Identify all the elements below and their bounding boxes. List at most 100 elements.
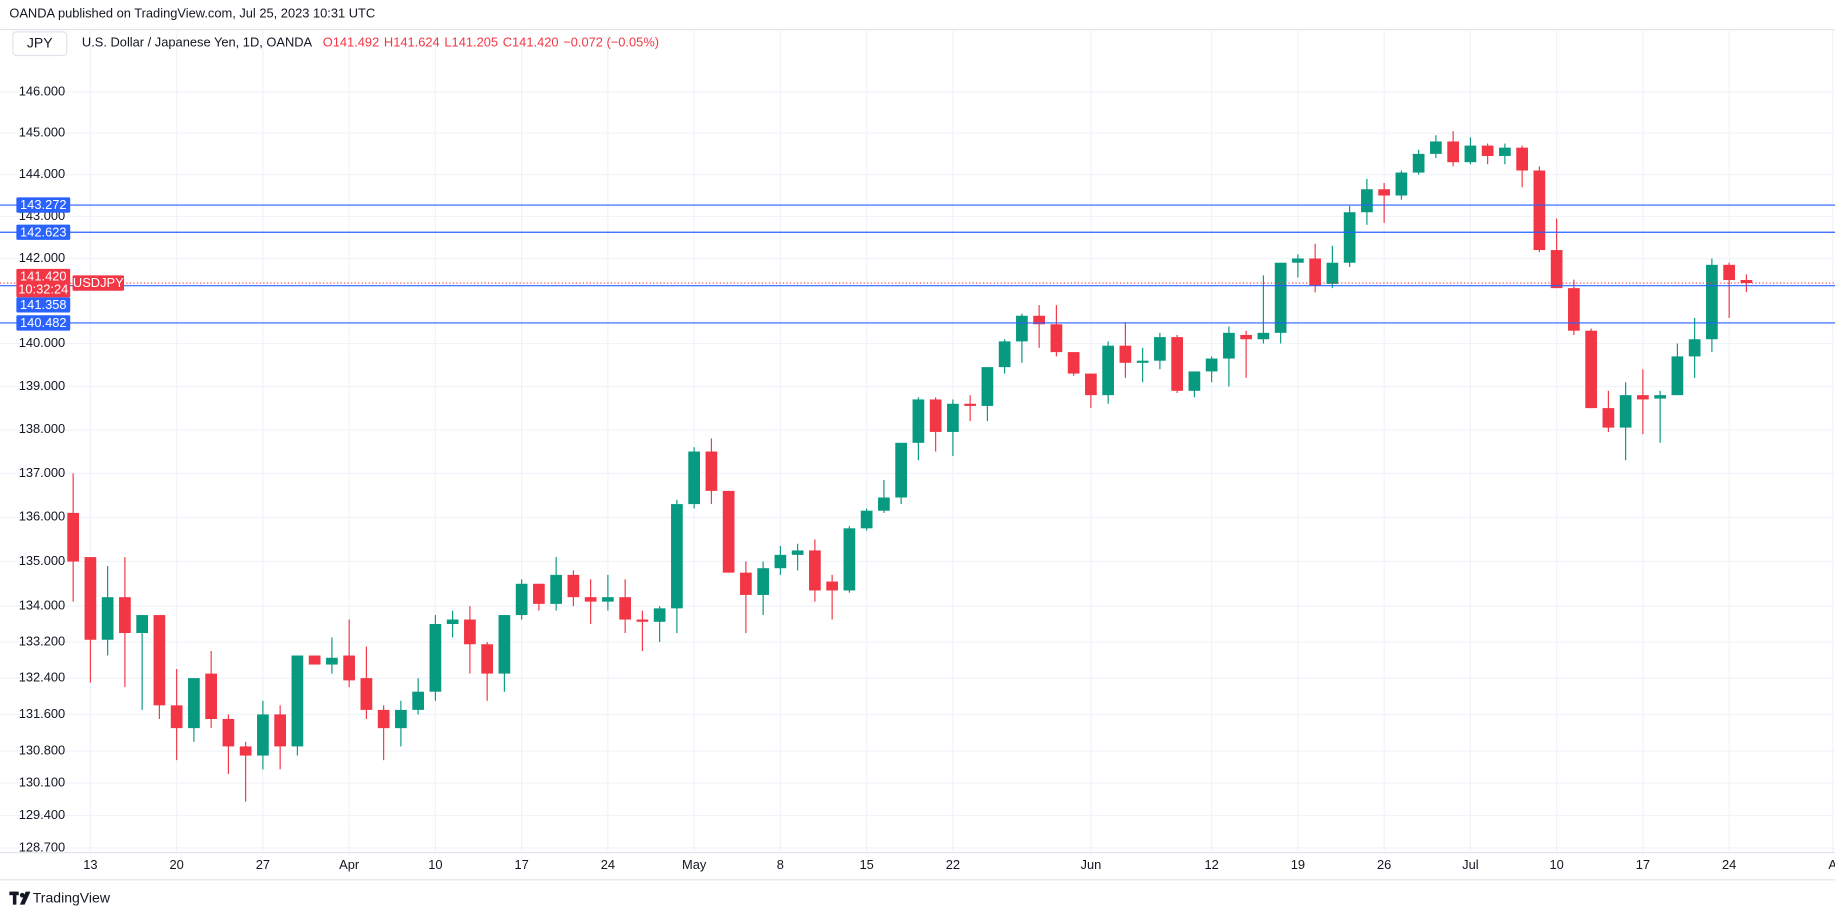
candle-body xyxy=(1637,395,1649,400)
candles xyxy=(67,131,1753,802)
candle-body xyxy=(188,678,200,729)
candle-body xyxy=(1619,395,1632,428)
candle-body xyxy=(1654,395,1666,399)
symbol-tag[interactable]: JPY xyxy=(27,34,53,50)
candle-body xyxy=(1050,324,1063,353)
candle-body xyxy=(464,619,476,645)
y-tick-label: 139.000 xyxy=(19,378,66,393)
candle-body xyxy=(1585,330,1597,409)
candle-body xyxy=(1378,189,1390,196)
candle-body xyxy=(912,399,925,443)
legend-value: −0.072 (−0.05%) xyxy=(563,35,659,50)
legend-value: O141.492 xyxy=(323,35,380,50)
candle-body xyxy=(1361,189,1373,213)
candle-body xyxy=(1274,262,1287,333)
candle-body xyxy=(1550,250,1563,289)
candle-body xyxy=(1671,356,1684,396)
candle-body xyxy=(1481,145,1494,156)
price-line-label: 142.623 xyxy=(20,224,67,239)
candle-body xyxy=(1430,141,1442,154)
candle-body xyxy=(757,568,769,595)
x-tick-label: 17 xyxy=(1636,857,1650,872)
candle-body xyxy=(481,644,493,674)
candle-body xyxy=(929,399,942,432)
candle-body xyxy=(895,442,907,498)
candle-body xyxy=(1188,371,1201,391)
candle-body xyxy=(1257,332,1270,340)
candle-body xyxy=(860,510,873,529)
candle-body xyxy=(619,597,631,620)
price-line-label-bg xyxy=(16,197,71,213)
candle-body xyxy=(1292,258,1304,263)
x-tick-label: May xyxy=(682,857,707,872)
candle-body xyxy=(1171,337,1183,391)
y-tick-label: 128.700 xyxy=(19,839,66,854)
y-tick-label: 130.100 xyxy=(19,775,66,790)
legend-value: H141.624 xyxy=(384,35,440,50)
candle-body xyxy=(705,451,718,491)
candle-body xyxy=(947,403,959,432)
candle-body xyxy=(1154,337,1166,361)
candle-body xyxy=(1205,358,1218,372)
y-tick-label: 140.000 xyxy=(19,335,66,350)
candle-body xyxy=(205,673,217,719)
candle-body xyxy=(981,367,994,406)
candle-body xyxy=(1499,147,1511,156)
candle-body xyxy=(377,709,390,729)
x-tick-label: 8 xyxy=(777,857,784,872)
candle-body xyxy=(843,528,856,591)
candle-body xyxy=(308,655,321,665)
candle-body xyxy=(1119,345,1132,363)
candle-body xyxy=(1464,145,1477,163)
x-tick-label: 24 xyxy=(1722,857,1736,872)
grid xyxy=(0,30,1835,853)
x-tick-label: 15 xyxy=(859,857,873,872)
candle-body xyxy=(671,504,683,609)
candle-body xyxy=(636,619,649,622)
x-tick-label: 10 xyxy=(1549,857,1563,872)
price-line-label: 141.358 xyxy=(20,297,67,312)
x-tick-label: Apr xyxy=(339,857,360,872)
price-line-label: 140.482 xyxy=(20,315,67,330)
countdown-label: 10:32:24 xyxy=(18,282,68,297)
x-tick-label: 10 xyxy=(428,857,442,872)
candle-body xyxy=(533,583,545,604)
candle-body xyxy=(1395,172,1408,196)
candle-body xyxy=(395,709,407,729)
last-price-label: 141.420 xyxy=(20,269,67,284)
candle-body xyxy=(774,554,787,569)
x-tick-label: 19 xyxy=(1291,857,1305,872)
y-tick-label: 131.600 xyxy=(19,706,66,721)
y-tick-label: 130.800 xyxy=(19,742,66,757)
price-line-label: 143.272 xyxy=(20,197,67,212)
candle-body xyxy=(964,403,976,406)
y-tick-label: 132.400 xyxy=(19,669,66,684)
candle-body xyxy=(1447,141,1459,163)
candle-body xyxy=(343,655,355,681)
legend-title: U.S. Dollar / Japanese Yen, 1D, OANDA xyxy=(82,35,313,50)
x-tick-label: 22 xyxy=(946,857,960,872)
candle-body xyxy=(1706,264,1718,340)
symbol-box[interactable] xyxy=(12,31,68,57)
candle-body xyxy=(1067,352,1080,374)
candle-body xyxy=(550,574,562,604)
x-tick-label: 17 xyxy=(514,857,528,872)
price-line-label-bg xyxy=(16,297,71,313)
candle-body xyxy=(1033,315,1045,325)
x-tick-label: A xyxy=(1828,857,1835,872)
candle-body xyxy=(740,572,752,595)
y-tick-label: 136.000 xyxy=(19,509,66,524)
candle-body xyxy=(291,655,304,747)
price-line-label-bg xyxy=(16,315,71,331)
candle-body xyxy=(153,615,166,706)
candle-body xyxy=(84,557,97,640)
candle-body xyxy=(446,619,459,625)
candle-body xyxy=(1016,315,1028,342)
candle-body xyxy=(1309,258,1321,287)
candle-body xyxy=(1223,332,1235,359)
y-tick-label: 129.400 xyxy=(19,807,66,822)
candle-body xyxy=(170,705,183,729)
x-tick-label: 27 xyxy=(256,857,270,872)
candle-body xyxy=(567,574,580,598)
